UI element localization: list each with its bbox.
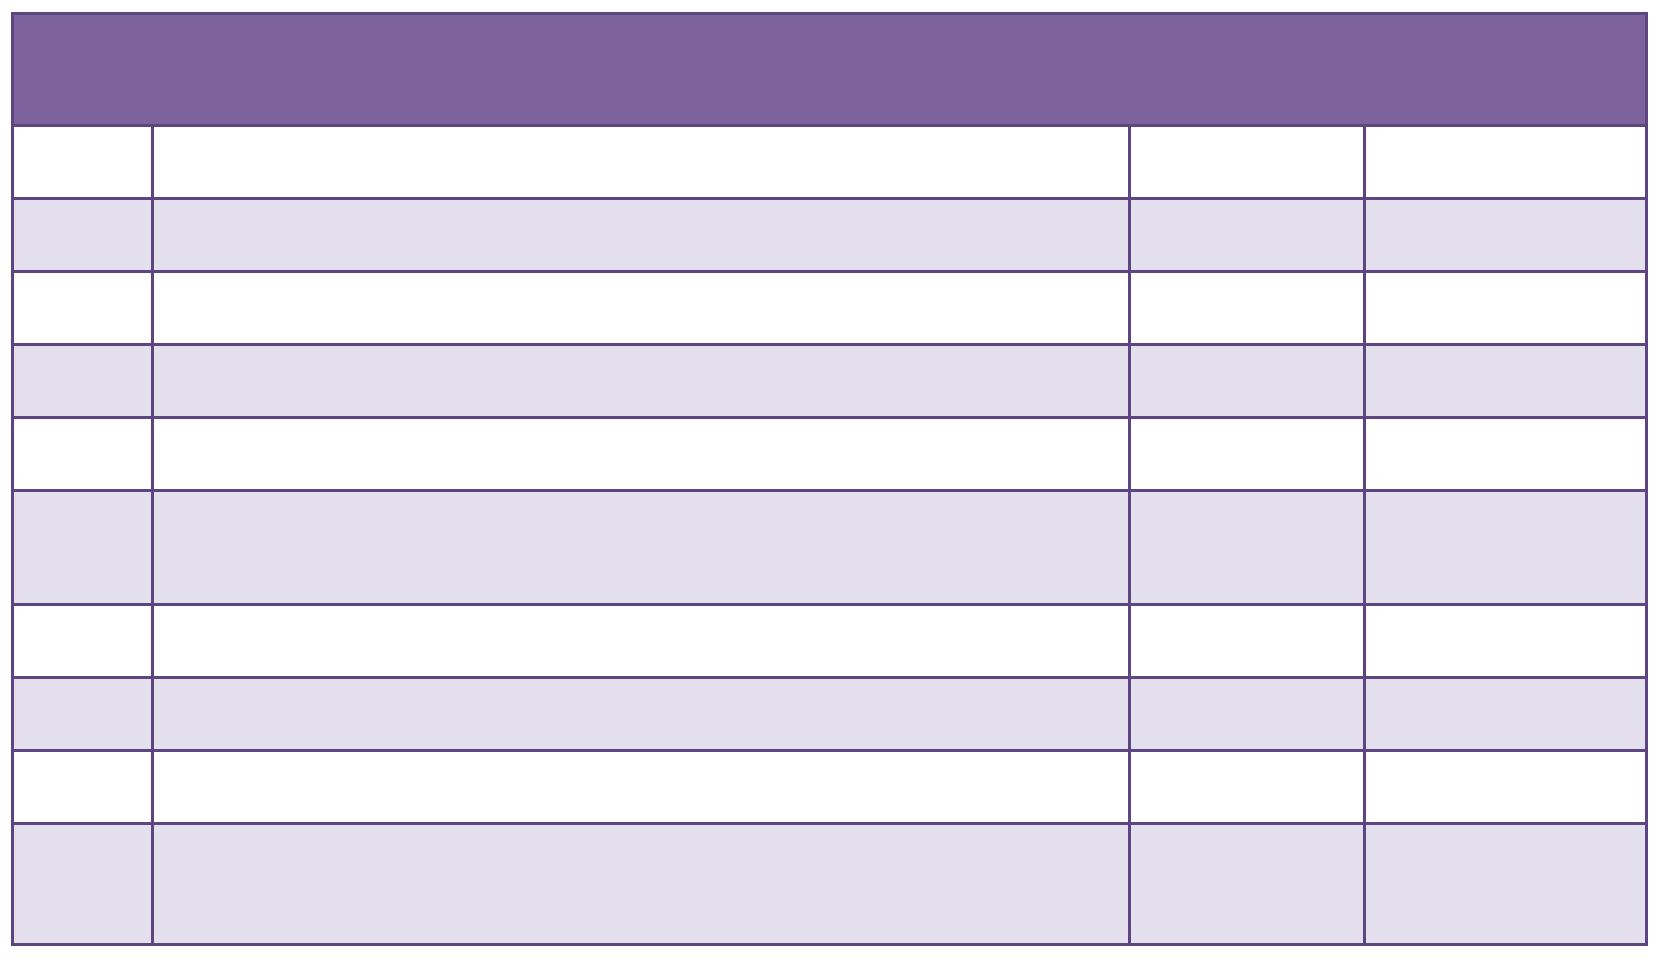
- table-cell: [1363, 197, 1648, 274]
- table-cell: [151, 343, 1131, 420]
- table-cell: [11, 675, 154, 752]
- table-cell: [1363, 270, 1648, 347]
- table-cell: [151, 270, 1131, 347]
- table-cell: [1128, 416, 1366, 493]
- table-cell: [151, 197, 1131, 274]
- table-cell: [151, 748, 1131, 825]
- table-cell: [1128, 675, 1366, 752]
- table-cell: [1363, 821, 1648, 947]
- table-cell: [1128, 821, 1366, 947]
- table-row: [11, 675, 1648, 752]
- table-cell: [1128, 270, 1366, 347]
- table-cell: [1363, 416, 1648, 493]
- table-cell: [1128, 748, 1366, 825]
- table-cell: [1363, 675, 1648, 752]
- table-cell: [1128, 602, 1366, 679]
- table-cell: [1128, 489, 1366, 606]
- table-row: [11, 489, 1648, 606]
- empty-data-table: [11, 12, 1648, 947]
- table-cell: [1128, 197, 1366, 274]
- table-cell: [1128, 343, 1366, 420]
- table-container: [11, 12, 1648, 947]
- table-row: [11, 123, 1648, 201]
- table-cell: [11, 821, 154, 947]
- header-banner-cell: [12, 13, 1647, 127]
- table-row: [11, 270, 1648, 347]
- table-cell: [1363, 748, 1648, 825]
- table-cell: [11, 489, 154, 606]
- table-cell: [11, 416, 154, 493]
- table-cell: [1363, 123, 1648, 201]
- table-row: [11, 602, 1648, 679]
- table-cell: [11, 197, 154, 274]
- table-cell: [1363, 343, 1648, 420]
- table-header: [12, 13, 1647, 127]
- table-cell: [151, 489, 1131, 606]
- table-cell: [11, 123, 154, 201]
- table-cell: [11, 343, 154, 420]
- table-cell: [151, 416, 1131, 493]
- table-cell: [11, 748, 154, 825]
- table-row: [11, 343, 1648, 420]
- table-row: [11, 821, 1648, 947]
- table-cell: [1128, 123, 1366, 201]
- table-cell: [151, 821, 1131, 947]
- table-cell: [11, 270, 154, 347]
- table-cell: [1363, 602, 1648, 679]
- table-cell: [11, 602, 154, 679]
- table-cell: [1363, 489, 1648, 606]
- table-row: [11, 416, 1648, 493]
- table-cell: [151, 123, 1131, 201]
- table-cell: [151, 602, 1131, 679]
- table-row: [11, 748, 1648, 825]
- table-row: [11, 197, 1648, 274]
- table-cell: [151, 675, 1131, 752]
- header-row: [12, 13, 1647, 127]
- table-body: [11, 123, 1648, 947]
